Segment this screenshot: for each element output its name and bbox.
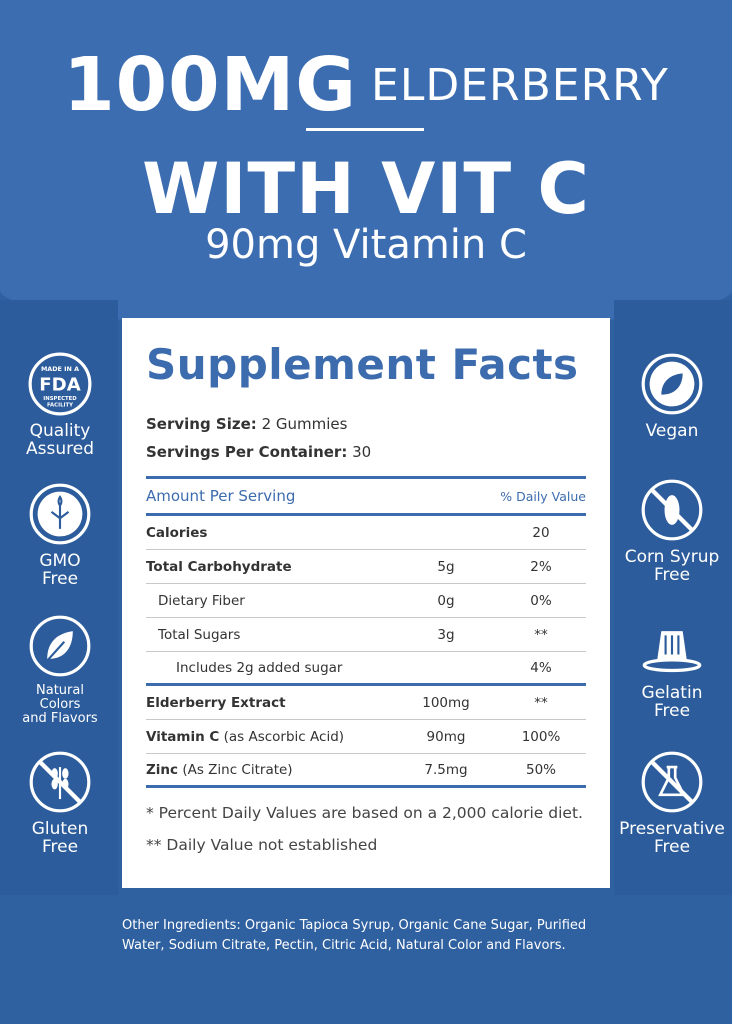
nutrient-dv: ** bbox=[534, 694, 548, 711]
svg-text:MADE IN A: MADE IN A bbox=[41, 365, 79, 373]
svg-text:INSPECTED: INSPECTED bbox=[43, 396, 77, 402]
nutrient-dv: 4% bbox=[530, 659, 552, 676]
footnote-not-established: ** Daily Value not established bbox=[146, 836, 378, 854]
nutrient-name: Vitamin C bbox=[146, 728, 220, 745]
sprout-icon bbox=[29, 483, 91, 545]
left-badge-0: MADE IN A FDA INSPECTED FACILITY Quality Assu… bbox=[0, 352, 120, 458]
vegan-leaf-icon bbox=[641, 353, 703, 415]
nutrient-detail: (as Ascorbic Acid) bbox=[219, 728, 345, 745]
facts-row: Vitamin C (as Ascorbic Acid) 90mg 100% bbox=[146, 720, 586, 754]
facts-title: Supplement Facts bbox=[146, 340, 579, 389]
facts-row: Zinc (As Zinc Citrate) 7.5mg 50% bbox=[146, 754, 586, 788]
nutrient-dv: 20 bbox=[532, 524, 550, 541]
facts-row: Includes 2g added sugar 4% bbox=[146, 652, 586, 686]
right-badge-1: Corn Syrup Free bbox=[612, 478, 732, 584]
left-badge-1: GMO Free bbox=[0, 482, 120, 588]
badge-label: GMO bbox=[39, 551, 81, 571]
leaf-icon bbox=[29, 615, 91, 677]
other-ingredients: Other Ingredients: Organic Tapioca Syrup… bbox=[122, 918, 587, 953]
nutrient-name: Calories bbox=[146, 524, 208, 541]
dv-header: % Daily Value bbox=[500, 488, 586, 504]
nutrient-name: Elderberry Extract bbox=[146, 694, 286, 711]
nutrient-amount: 90mg bbox=[426, 728, 466, 745]
right-badge-3: Preservative Free bbox=[612, 750, 732, 856]
badge-label: Vegan bbox=[645, 421, 699, 441]
badge-label: and Flavors bbox=[22, 711, 98, 726]
nutrient-amount: 100mg bbox=[422, 694, 470, 711]
nutrient-dv: 100% bbox=[521, 728, 561, 745]
nutrient-name: Dietary Fiber bbox=[158, 592, 245, 609]
nutrient-detail: (As Zinc Citrate) bbox=[178, 761, 293, 778]
footnote-dv: * Percent Daily Values are based on a 2,… bbox=[146, 804, 583, 822]
nutrient-amount: 5g bbox=[437, 558, 455, 575]
svg-text:FDA: FDA bbox=[39, 374, 80, 395]
badge-label: Free bbox=[41, 569, 79, 589]
facts-row: Total Sugars 3g ** bbox=[146, 618, 586, 652]
gelatin-icon bbox=[642, 631, 702, 673]
nutrient-name: Includes 2g added sugar bbox=[176, 659, 343, 676]
header-band bbox=[0, 0, 732, 330]
badge-label: Assured bbox=[26, 439, 94, 459]
no-wheat-icon bbox=[29, 751, 91, 813]
nutrient-amount: 3g bbox=[437, 626, 455, 643]
badge-label: Free bbox=[653, 837, 691, 857]
badge-label: Gluten bbox=[31, 819, 89, 839]
badge-label: Free bbox=[653, 701, 691, 721]
no-flask-icon bbox=[641, 751, 703, 813]
badge-label: Gelatin bbox=[641, 683, 703, 703]
nutrient-dv: ** bbox=[534, 626, 548, 643]
amount-header: Amount Per Serving bbox=[146, 487, 296, 505]
right-badge-2: Gelatin Free bbox=[612, 614, 732, 720]
product-text: ELDERBERRY bbox=[371, 59, 669, 111]
nutrient-dv: 2% bbox=[530, 558, 552, 575]
left-badge-3: Gluten Free bbox=[0, 750, 120, 856]
facts-table: Amount Per Serving % Daily Value Calories… bbox=[146, 476, 586, 788]
vitc-amount-text: 90mg Vitamin C bbox=[205, 222, 527, 268]
nutrient-dv: 50% bbox=[525, 761, 556, 778]
dose-text: 100MG bbox=[63, 42, 358, 128]
facts-row: Elderberry Extract 100mg ** bbox=[146, 686, 586, 720]
badge-label: Natural bbox=[36, 683, 84, 698]
badge-label: Free bbox=[653, 565, 691, 585]
svg-text:FACILITY: FACILITY bbox=[47, 402, 73, 408]
facts-row: Calories 20 bbox=[146, 516, 586, 550]
nutrient-amount: 0g bbox=[437, 592, 455, 609]
serving-size: Serving Size: 2 Gummies bbox=[146, 415, 348, 433]
nutrient-name: Total Sugars bbox=[158, 626, 241, 643]
badge-label: Quality bbox=[29, 421, 91, 441]
facts-row: Total Carbohydrate 5g 2% bbox=[146, 550, 586, 584]
nutrient-dv: 0% bbox=[530, 592, 552, 609]
badge-label: Colors bbox=[39, 697, 81, 712]
headline: 100MG ELDERBERRY bbox=[0, 42, 732, 128]
nutrient-amount: 7.5mg bbox=[424, 761, 468, 778]
nutrient-name: Zinc bbox=[146, 761, 179, 778]
nutrient-name: Total Carbohydrate bbox=[146, 558, 292, 575]
badge-label: Free bbox=[41, 837, 79, 857]
supplement-facts-panel: Supplement Facts Serving Size: 2 Gummies… bbox=[122, 318, 610, 888]
no-corn-icon bbox=[641, 479, 703, 541]
badge-label: Preservative bbox=[619, 819, 725, 839]
divider bbox=[306, 128, 424, 131]
left-badge-2: Natural Colors and Flavors bbox=[0, 614, 120, 726]
facts-row: Dietary Fiber 0g 0% bbox=[146, 584, 586, 618]
with-vitc-text: WITH VIT C bbox=[142, 148, 590, 230]
badge-label: Corn Syrup bbox=[624, 547, 720, 567]
right-badge-0: Vegan bbox=[612, 352, 732, 440]
servings-per-container: Servings Per Container: 30 bbox=[146, 443, 372, 461]
